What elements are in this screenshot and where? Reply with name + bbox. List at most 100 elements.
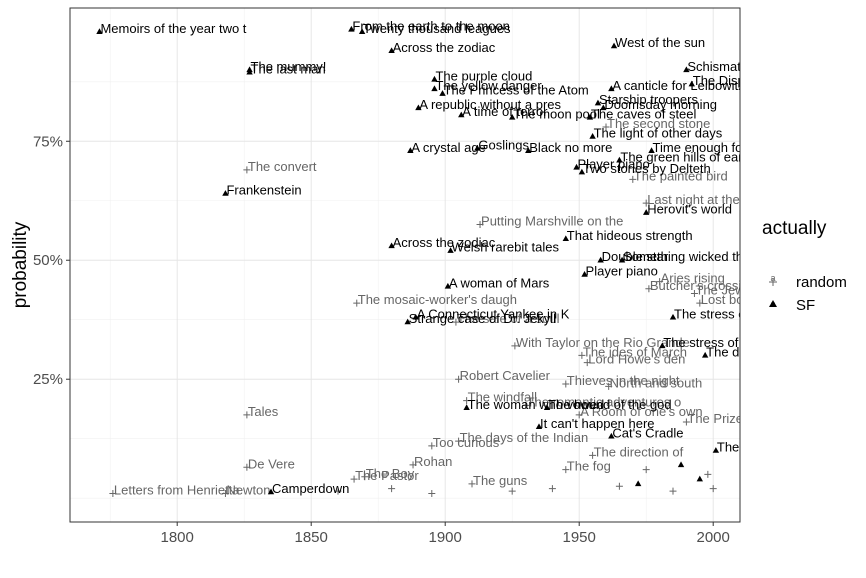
point-label: The Princess of the Atom [444,83,589,98]
point-label: The yellow danger [435,78,542,93]
random-point: Tales [243,404,279,419]
cross-marker [361,473,369,481]
random-point: The romantic adventures o [522,394,681,409]
cross-marker [508,487,516,495]
point-label: Newton [226,482,270,497]
cross-marker [455,437,463,445]
triangle-marker [348,25,355,32]
cross-marker [642,199,650,207]
legend-item-SF: a SF [769,297,815,314]
random-point: The windfall [463,390,537,405]
point-label: The second stone [607,116,710,131]
triangle-marker [358,28,366,34]
cross-marker [428,489,436,497]
triangle-marker [543,404,551,410]
triangle-marker [597,256,604,263]
random-point: The mosaic-worker's daugh [353,292,517,307]
sf-point: The moon pool [509,106,600,121]
point-label: West of the sun [615,35,705,50]
random-point [642,466,650,474]
point-label: The purple cloud [435,68,532,83]
triangle-marker [578,168,586,175]
cross-marker [243,166,251,174]
triangle-marker [669,313,677,320]
cross-marker [629,175,637,183]
triangle-marker [509,113,516,120]
random-point: Lord Howe's den [583,352,685,367]
cross-marker [656,278,664,286]
random-point: A Room of one's own [575,404,703,419]
y-tick-label: 50% [33,252,63,269]
point-label: Aries rising [661,271,725,286]
cross-marker [642,466,650,474]
cross-marker [682,418,690,426]
triangle-marker [696,475,703,482]
cross-marker [452,318,460,326]
point-label: From the earth to the moon [352,18,510,33]
triangle-marker [404,318,411,325]
point-label: The fog [567,459,611,474]
cross-legend-icon [769,278,777,286]
point-label: The hound of the god [548,397,672,412]
random-point: The fog [562,459,611,474]
cross-marker [562,380,570,388]
cross-marker [388,485,396,493]
point-label: Camperdown [272,481,349,496]
point-label: The moon pool [513,106,600,121]
cross-marker [602,123,610,131]
point-label: With Taylor on the Rio Grande [516,335,690,350]
point-label: North and south [610,375,703,390]
point-label: A Connecticut Yankee in K [417,306,570,321]
triangle-marker [246,68,253,75]
cross-marker [109,489,117,497]
triangle-marker [562,235,569,242]
triangle-marker [594,99,602,106]
sf-point: A republic without a pres [415,97,562,112]
point-label: Lost boys [701,292,757,307]
sf-point: Time enough for love [648,140,740,155]
cross-marker [645,285,653,293]
legend: actually a random a SF [762,218,847,314]
triangle-marker [701,351,709,358]
sf-point: The yellow danger [431,78,542,93]
point-label: De Vere [248,456,295,471]
cross-marker [243,411,251,419]
cross-marker [476,221,484,229]
triangle-marker [610,42,618,49]
triangle-marker [643,209,650,215]
cross-marker [704,470,712,478]
triangle-marker [618,256,626,263]
cross-marker [353,299,361,307]
sf-point: The Dispossessed [688,73,740,88]
triangle-marker [573,163,580,170]
legend-label: SF [796,297,815,314]
point-label: The days of the Indian [460,430,589,445]
triangle-marker [388,47,395,54]
sf-point: Herovit's world [643,202,732,217]
point-label: Goslings [478,137,529,152]
sf-point: The Princess of the Atom [439,83,589,98]
cross-marker [455,375,463,383]
point-label: Across the zodiac [393,40,496,55]
cross-marker [696,299,704,307]
legend-label: random [796,274,847,291]
point-label: Butcher's crossing [650,278,756,293]
x-tick-label: 1950 [563,529,596,546]
triangle-marker [648,147,655,153]
cross-marker [690,290,698,298]
triangle-marker [444,282,452,289]
random-point: The sale of a soul [452,311,560,326]
point-label: Letters from Henrietta [114,482,240,497]
legend-title: actually [762,218,827,239]
cross-marker [562,466,570,474]
sf-point: Player piano [581,264,658,279]
point-label: Schismatrix [687,59,755,74]
random-point: The ides of March [578,344,687,359]
point-label: Across the zodiac [393,235,496,250]
sf-point: The drowned world [701,344,740,359]
random-point: The direction of [589,444,684,459]
random-point: Thieves in the night [562,373,680,388]
sf-point: Schismatrix [683,59,755,74]
triangle-marker [96,28,103,34]
point-label: The dead zone [717,440,804,455]
